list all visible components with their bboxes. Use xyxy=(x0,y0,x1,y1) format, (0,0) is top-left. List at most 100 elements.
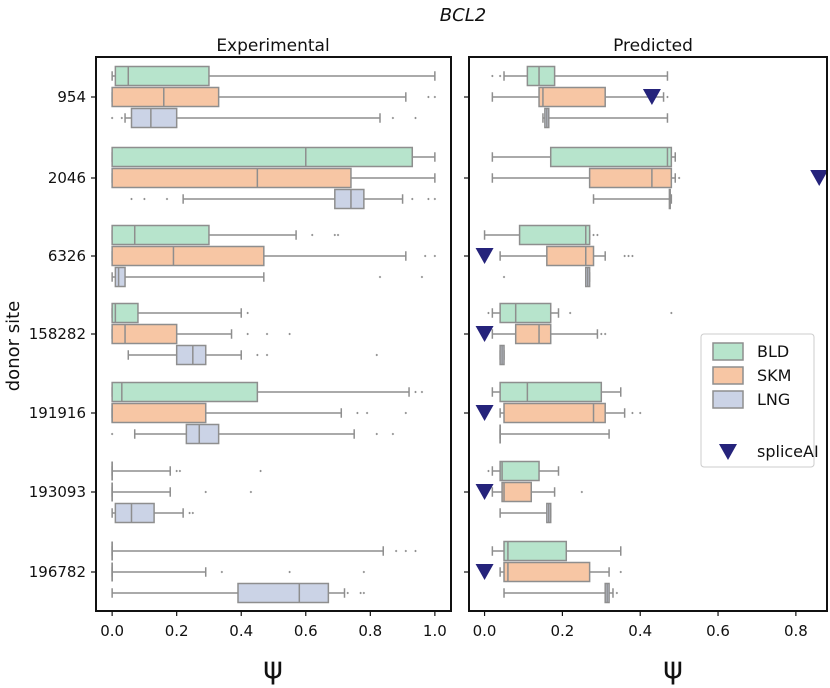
box-experimental-954-skm xyxy=(111,86,220,108)
flier-experimental-6326-skm-0 xyxy=(423,254,427,258)
y-tick-label-193093: 193093 xyxy=(29,483,86,501)
panel-title-predicted: Predicted xyxy=(613,36,693,56)
box-experimental-158282-skm xyxy=(111,323,178,345)
flier-predicted-6326-bld-1 xyxy=(596,233,599,237)
flier-predicted-158282-bld-1 xyxy=(568,311,572,315)
flier-experimental-191916-lng-2 xyxy=(391,432,395,436)
flier-predicted-158282-skm-0 xyxy=(600,332,603,336)
flier-experimental-6326-lng-1 xyxy=(420,275,424,279)
flier-experimental-196782-bld-2 xyxy=(414,549,417,553)
spliceai-marker-193093 xyxy=(475,484,494,500)
flier-experimental-2046-lng-1 xyxy=(143,197,146,201)
legend-swatch-lng xyxy=(712,390,744,409)
legend-marker-spliceai xyxy=(719,444,737,460)
flier-predicted-196782-skm-0 xyxy=(619,570,623,574)
box-predicted-954-bld xyxy=(526,65,556,87)
box-predicted-2046-skm xyxy=(588,167,673,189)
flier-experimental-196782-lng-1 xyxy=(359,591,362,595)
box-experimental-2046-lng xyxy=(334,188,365,210)
flier-predicted-6326-skm-0 xyxy=(623,254,626,258)
box-predicted-191916-skm xyxy=(503,402,606,424)
spliceai-marker-2046 xyxy=(810,170,829,186)
flier-experimental-191916-skm-1 xyxy=(365,411,369,415)
y-tick-label-2046: 2046 xyxy=(48,169,86,187)
y-tick-label-196782: 196782 xyxy=(29,563,86,581)
box-predicted-196782-bld xyxy=(503,540,568,562)
x-tick-label-predicted-3: 0.6 xyxy=(706,622,730,640)
spliceai-marker-954 xyxy=(642,89,661,105)
x-tick-label-experimental-1: 0.2 xyxy=(165,622,189,640)
flier-predicted-954-skm-0 xyxy=(666,95,669,99)
x-tick-label-experimental-5: 1.0 xyxy=(423,622,447,640)
spliceai-marker-191916 xyxy=(475,405,494,421)
x-axis-label-experimental: ψ xyxy=(263,651,283,686)
flier-predicted-191916-skm-0 xyxy=(631,411,634,415)
spliceai-marker-158282 xyxy=(475,326,494,342)
box-experimental-158282-bld xyxy=(111,302,139,324)
flier-experimental-6326-bld-1 xyxy=(333,233,337,237)
flier-experimental-954-lng-3 xyxy=(414,116,417,120)
box-experimental-191916-lng xyxy=(185,423,220,445)
legend-label-bld: BLD xyxy=(757,342,789,361)
box-experimental-158282-lng xyxy=(175,344,207,366)
flier-experimental-196782-skm-0 xyxy=(220,570,224,574)
flier-experimental-158282-skm-2 xyxy=(288,332,291,336)
box-experimental-6326-bld xyxy=(111,224,210,246)
x-tick-label-predicted-0: 0.0 xyxy=(473,622,497,640)
flier-experimental-191916-bld-0 xyxy=(414,390,417,394)
x-tick-label-predicted-1: 0.2 xyxy=(550,622,574,640)
flier-experimental-196782-skm-1 xyxy=(288,570,291,574)
panel-predicted: 0.0 0.2 0.4 0.6 0.8 xyxy=(464,56,829,640)
flier-predicted-6326-bld-0 xyxy=(592,233,595,237)
flier-experimental-6326-bld-2 xyxy=(336,233,340,237)
flier-experimental-193093-lng-1 xyxy=(191,511,195,515)
flier-experimental-191916-bld-1 xyxy=(420,390,424,394)
flier-predicted-191916-skm-1 xyxy=(638,411,642,415)
flier-experimental-196782-lng-0 xyxy=(346,591,350,595)
flier-experimental-954-skm-1 xyxy=(433,95,437,99)
flier-experimental-191916-lng-1 xyxy=(375,432,379,436)
box-experimental-6326-skm xyxy=(111,245,265,267)
flier-experimental-158282-lng-2 xyxy=(375,353,379,357)
box-experimental-954-lng xyxy=(130,107,178,129)
box-experimental-6326-lng xyxy=(114,266,126,288)
flier-experimental-954-lng-2 xyxy=(391,116,395,120)
x-tick-label-experimental-0: 0.0 xyxy=(100,622,124,640)
box-experimental-191916-skm xyxy=(111,402,207,424)
flier-experimental-193093-skm-0 xyxy=(204,490,208,494)
flier-experimental-954-lng-0 xyxy=(110,116,114,120)
flier-experimental-196782-lng-2 xyxy=(362,591,366,595)
flier-experimental-954-skm-0 xyxy=(427,95,430,99)
y-axis-label: donor site xyxy=(3,301,24,392)
flier-experimental-158282-skm-1 xyxy=(265,332,269,336)
box-predicted-196782-skm xyxy=(503,561,591,583)
x-axis-label-predicted: ψ xyxy=(663,651,683,686)
flier-experimental-6326-skm-1 xyxy=(433,254,437,258)
flier-experimental-191916-lng-0 xyxy=(110,432,114,436)
box-predicted-6326-skm xyxy=(546,245,595,267)
flier-experimental-6326-lng-0 xyxy=(378,275,382,279)
box-experimental-196782-lng xyxy=(237,582,330,604)
legend-label-spliceai: spliceAI xyxy=(757,442,819,461)
flier-predicted-6326-lng-0 xyxy=(502,275,506,279)
figure-title: BCL2 xyxy=(440,5,486,26)
legend-swatch-bld xyxy=(712,342,744,361)
y-tick-label-191916: 191916 xyxy=(29,404,86,422)
flier-predicted-954-bld-1 xyxy=(498,74,502,78)
x-tick-label-predicted-2: 0.4 xyxy=(628,622,652,640)
spliceai-marker-196782 xyxy=(475,564,494,580)
flier-experimental-2046-lng-0 xyxy=(130,197,133,201)
box-experimental-954-bld xyxy=(114,65,210,87)
x-tick-label-experimental-4: 0.8 xyxy=(358,622,382,640)
flier-predicted-158282-skm-1 xyxy=(603,332,607,336)
flier-predicted-6326-skm-1 xyxy=(627,254,630,258)
flier-experimental-2046-lng-5 xyxy=(433,197,437,201)
legend-label-lng: LNG xyxy=(757,390,790,409)
box-experimental-191916-bld xyxy=(111,381,259,403)
flier-experimental-2046-lng-4 xyxy=(427,197,430,201)
flier-predicted-193093-bld-0 xyxy=(487,469,490,473)
box-experimental-2046-bld xyxy=(111,146,414,168)
box-predicted-158282-skm xyxy=(514,323,552,345)
flier-experimental-191916-skm-2 xyxy=(404,411,408,415)
flier-experimental-6326-bld-0 xyxy=(310,233,314,237)
